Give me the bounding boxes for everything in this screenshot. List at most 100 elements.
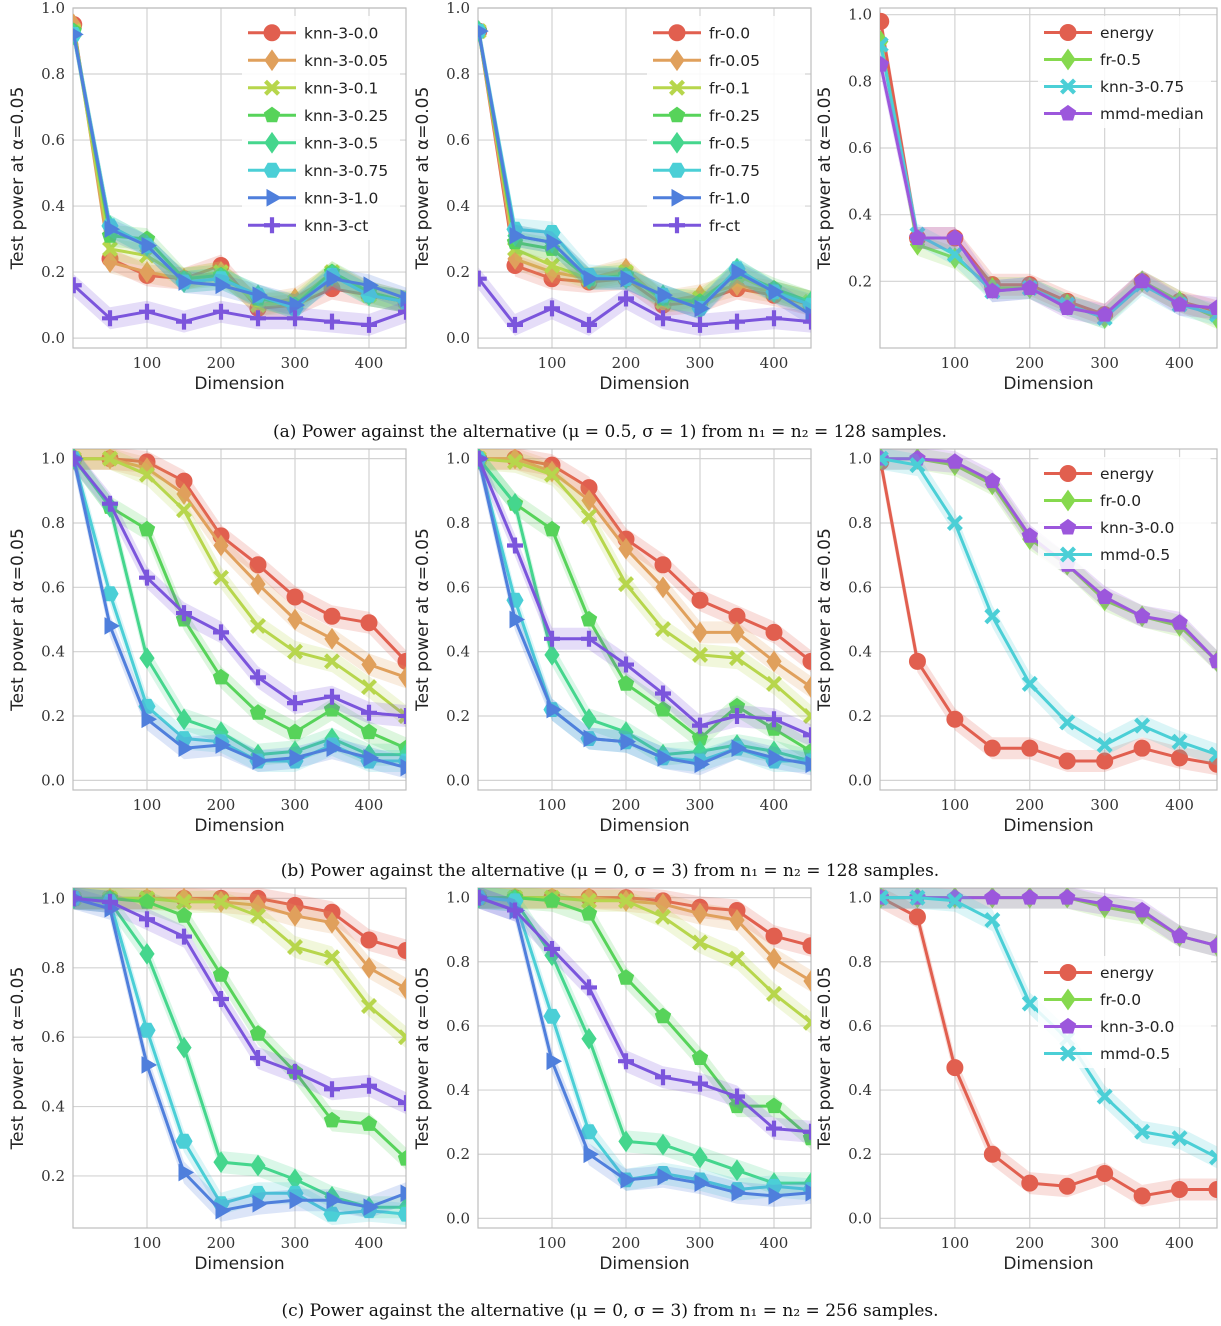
x-axis-label: Dimension <box>599 374 689 394</box>
legend-marker <box>1059 24 1077 41</box>
data-point-s6-7 <box>731 1183 748 1202</box>
legend-entry-0: knn-3-0.0 <box>304 24 378 42</box>
data-point-s7-6 <box>287 1063 303 1080</box>
series-line-6 <box>478 458 811 766</box>
data-point-s7-1 <box>102 893 118 910</box>
x-tick-label: 100 <box>941 796 970 814</box>
data-point-s3-9 <box>1209 746 1217 763</box>
y-tick-label: 0.2 <box>41 707 65 725</box>
legend-marker <box>263 162 281 178</box>
data-point-s3-2 <box>543 520 561 537</box>
data-point-s3-9 <box>1209 1149 1217 1166</box>
series-line-2 <box>478 457 811 718</box>
series-line-4 <box>73 896 406 1209</box>
data-point-s7-6 <box>692 1075 708 1092</box>
legend-marker <box>264 217 280 234</box>
legend-entry-1: fr-0.5 <box>1100 51 1141 69</box>
plot-frame <box>72 7 407 349</box>
legend-marker <box>671 188 688 207</box>
y-tick-label: 0.0 <box>446 771 470 789</box>
series-layer <box>478 888 811 1207</box>
chart-panel-c-1: 0.2 0.4 0.6 0.8 1.0 100 200 300 400 Dimension Test… <box>8 887 407 1274</box>
data-point-s2-8 <box>766 675 782 692</box>
data-point-s2-6 <box>1096 588 1113 604</box>
data-point-s2-4 <box>1021 527 1038 543</box>
x-axis-label: Dimension <box>599 816 689 836</box>
series-line-1 <box>73 457 406 679</box>
x-tick-label: 400 <box>760 796 789 814</box>
series-line-3 <box>73 896 406 1160</box>
legend-box <box>1038 956 1211 1068</box>
x-tick-label: 100 <box>538 1234 567 1252</box>
data-point-s2-4 <box>213 569 229 586</box>
data-point-s3-2 <box>138 520 156 537</box>
y-tick-label: 0.8 <box>41 959 65 977</box>
data-point-s7-3 <box>581 316 597 333</box>
series-band-7 <box>73 888 406 1115</box>
y-tick-label: 0.2 <box>848 272 872 290</box>
legend-marker <box>669 217 685 234</box>
y-axis-label: Test power at α=0.05 <box>815 967 835 1151</box>
data-point-s3-5 <box>1059 714 1076 731</box>
data-point-s1-7 <box>324 911 340 934</box>
y-axis-label: Test power at α=0.05 <box>8 87 28 271</box>
data-point-s6-5 <box>657 286 674 305</box>
legend-entry-3: fr-0.25 <box>709 107 760 125</box>
data-point-s1-6 <box>692 902 708 925</box>
data-point-s6-2 <box>141 710 158 729</box>
data-point-s6-2 <box>546 1052 563 1071</box>
y-tick-label: 0.0 <box>41 329 65 347</box>
data-point-s7-3 <box>176 605 192 622</box>
y-tick-label: 1.0 <box>446 450 470 468</box>
x-tick-label: 300 <box>1090 796 1119 814</box>
series-line-0 <box>880 896 1217 1198</box>
data-point-s6-6 <box>694 755 711 774</box>
y-tick-label: 0.8 <box>446 514 470 532</box>
series-line-3 <box>478 896 811 1140</box>
x-axis-label: Dimension <box>599 1254 689 1274</box>
data-point-s7-9 <box>803 727 811 744</box>
data-point-s1-7 <box>324 627 340 650</box>
legend-box <box>647 16 805 240</box>
data-point-s3-9 <box>1208 299 1217 315</box>
data-point-s1-3 <box>176 483 192 505</box>
data-point-s2-9 <box>398 708 406 724</box>
data-point-s2-4 <box>213 893 229 910</box>
data-point-s3-2 <box>543 892 561 908</box>
y-tick-label: 0.8 <box>41 65 65 83</box>
data-point-s7-0 <box>73 890 82 907</box>
data-point-s6-2 <box>141 236 158 255</box>
data-point-s4-4 <box>618 1130 634 1153</box>
data-point-s7-7 <box>729 313 745 330</box>
x-tick-label: 300 <box>281 796 310 814</box>
data-point-s4-2 <box>139 647 155 669</box>
legend-entry-1: fr-0.0 <box>1100 991 1141 1009</box>
x-tick-label: 300 <box>1090 354 1119 372</box>
legend-marker <box>1060 1045 1076 1062</box>
data-point-s7-0 <box>478 270 487 287</box>
data-point-s3-4 <box>617 969 635 985</box>
legend-marker <box>669 131 685 154</box>
y-tick-label: 0.4 <box>41 197 65 215</box>
data-point-s7-7 <box>324 688 340 705</box>
data-point-s2-2 <box>946 453 964 469</box>
series-line-7 <box>478 458 811 737</box>
data-point-s3-4 <box>1021 675 1038 692</box>
x-axis-label: Dimension <box>1003 374 1093 394</box>
legend-entry-5: fr-0.75 <box>709 162 760 180</box>
data-point-s6-1 <box>104 220 121 239</box>
data-point-s6-8 <box>768 283 785 301</box>
data-point-s7-6 <box>692 717 708 734</box>
x-tick-label: 100 <box>133 796 162 814</box>
data-point-s0-5 <box>654 556 672 574</box>
y-tick-label: 0.2 <box>446 707 470 725</box>
legend: fr-0.0 fr-0.05 fr-0.1 fr-0.25 fr-0.5 fr-0.75 f… <box>647 16 805 240</box>
data-point-s1-8 <box>766 650 782 673</box>
data-point-s6-4 <box>620 269 637 288</box>
series-line-1 <box>478 457 811 689</box>
data-point-s0-6 <box>1096 752 1114 770</box>
data-point-s2-9 <box>398 1029 406 1046</box>
data-point-s4-4 <box>213 1151 229 1173</box>
data-point-s6-1 <box>509 226 526 245</box>
data-point-s0-6 <box>1096 1164 1114 1182</box>
